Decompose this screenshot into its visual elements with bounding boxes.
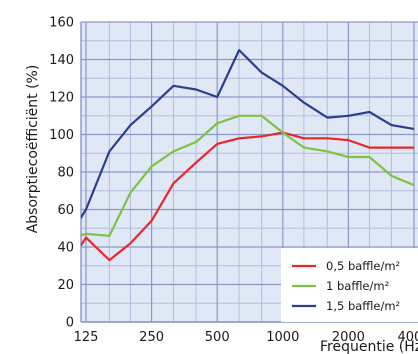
y-tick-label: 140 xyxy=(49,53,74,68)
legend-label-3: 1,5 baffle/m² xyxy=(326,299,400,313)
y-tick-label: 40 xyxy=(57,241,74,256)
legend-label-2: 1 baffle/m² xyxy=(326,279,389,293)
series-line-3 xyxy=(81,48,415,220)
y-tick-label: 60 xyxy=(57,203,74,218)
x-tick-label: 250 xyxy=(139,330,164,345)
y-axis-label: Absorptiecoëfficiënt (%) xyxy=(25,65,41,234)
y-tick-label: 20 xyxy=(57,278,74,293)
series-line-1 xyxy=(81,131,414,262)
legend-label-1: 0,5 baffle/m² xyxy=(326,259,400,273)
y-tick-label: 160 xyxy=(49,16,74,31)
x-tick-label: 125 xyxy=(74,330,99,345)
x-tick-label: 2000 xyxy=(332,330,365,345)
x-tick-label: 1000 xyxy=(266,330,299,345)
y-tick-label: 80 xyxy=(57,166,74,181)
series-lines xyxy=(81,48,415,262)
y-tick-label: 100 xyxy=(49,128,74,143)
x-axis-label: Frequentie (Hz) xyxy=(320,339,418,354)
x-tick-label: 500 xyxy=(205,330,230,345)
x-axis-ticks: 125 250 500 1000 2000 4000 xyxy=(74,330,418,345)
y-tick-label: 120 xyxy=(49,91,74,106)
x-tick-label: 4000 xyxy=(397,330,418,345)
y-tick-label: 0 xyxy=(66,316,74,331)
y-axis-ticks: 0 20 40 60 80 100 120 140 160 xyxy=(49,16,74,331)
series-line-2 xyxy=(81,114,415,237)
legend: 0,5 baffle/m² 1 baffle/m² 1,5 baffle/m² xyxy=(281,248,418,322)
